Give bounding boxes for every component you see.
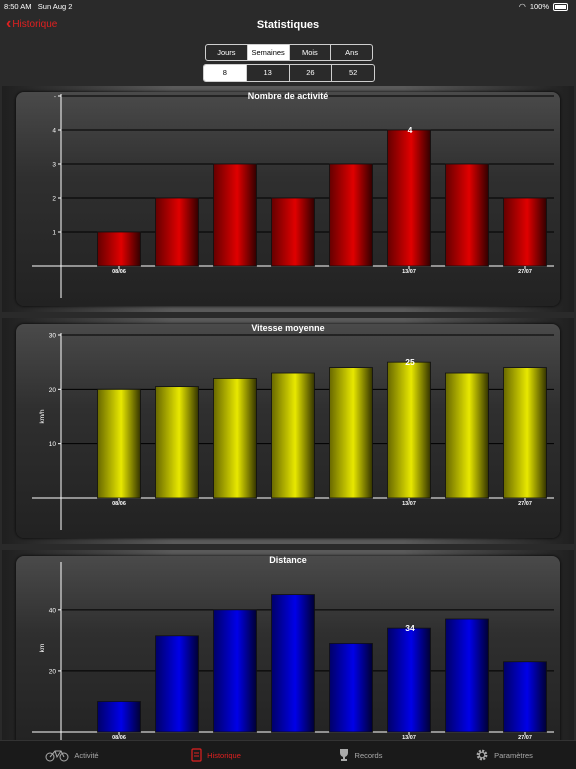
bar: [445, 618, 489, 733]
bar: [213, 163, 257, 267]
battery-icon: [553, 2, 568, 11]
chart-panel-speed: 10 20 30 Vitesse moyenne km/h 08/06 13/07 27/07…: [2, 318, 574, 544]
distance-chart: 20 40 Distance km 08/06 13/07 27/07 34: [32, 555, 554, 740]
y-axis-label: km/h: [39, 409, 46, 423]
tab-label-activite: Activité: [74, 750, 99, 760]
chart-title: Distance: [269, 555, 307, 565]
x-tick-label: 27/07: [518, 501, 532, 507]
bar: [155, 197, 199, 267]
y-tick-label: 1: [52, 230, 56, 237]
y-tick-label: 40: [49, 607, 57, 614]
page-title: Statistiques: [256, 19, 320, 31]
x-tick-label: 13/07: [402, 501, 416, 507]
bar: [97, 388, 141, 499]
chart-panel-distance: 20 40 Distance km 08/06 13/07 27/07 34: [2, 550, 574, 750]
bar: [329, 367, 373, 499]
count-segmented-control: 8 13 26 52: [203, 64, 375, 82]
x-tick-label: 27/07: [518, 269, 532, 275]
speed-chart: 10 20 30 Vitesse moyenne km/h 08/06 13/07 27/07…: [32, 323, 554, 530]
trophy-icon: [339, 749, 348, 761]
y-tick-label: 3: [52, 162, 56, 169]
chevron-left-icon: ‹: [6, 15, 12, 32]
y-tick-label: 4: [52, 128, 56, 135]
gear-icon: [476, 749, 488, 761]
tab-label-historique: Historique: [207, 750, 241, 760]
tab-records[interactable]: Records: [288, 741, 432, 769]
bar: [155, 386, 199, 499]
period-segmented-control: Jours Semaines Mois Ans: [205, 44, 373, 61]
y-tick-label: 2: [52, 196, 56, 203]
y-tick-label: 20: [49, 387, 57, 394]
x-tick-label: 13/07: [402, 735, 416, 740]
bar: [445, 163, 489, 267]
y-tick-label: 20: [49, 668, 57, 675]
bar: [329, 163, 373, 267]
segment-26[interactable]: 26: [288, 65, 332, 81]
y-tick-label: 10: [49, 441, 57, 448]
navigation-bar: ‹ Historique Statistiques: [0, 12, 576, 40]
chart-panel-activities: 1 2 3 4 - Nombre de activité 08/06 13/07 27/07 4: [2, 86, 574, 312]
data-label: 25: [405, 357, 415, 367]
bar: [387, 627, 431, 733]
y-tick-label: 30: [49, 333, 57, 340]
bar: [503, 661, 547, 733]
bar: [503, 197, 547, 267]
y-axis-label: km: [39, 644, 46, 653]
status-bar: 8:50 AM Sun Aug 2 ◠ 100%: [0, 0, 576, 12]
bar: [155, 635, 199, 733]
data-label: 34: [405, 623, 415, 633]
segment-mois[interactable]: Mois: [288, 45, 331, 60]
bicycle-icon: [45, 750, 69, 762]
bar: [271, 197, 315, 267]
chart-title: Vitesse moyenne: [251, 323, 324, 333]
segment-jours[interactable]: Jours: [217, 48, 236, 57]
tab-historique[interactable]: Historique: [144, 741, 288, 769]
x-tick-label: 13/07: [402, 269, 416, 275]
tab-label-records: Records: [354, 750, 383, 760]
bar: [213, 378, 257, 499]
back-label: Historique: [12, 18, 58, 30]
segment-semaines[interactable]: Semaines: [246, 45, 289, 60]
x-tick-label: 08/06: [112, 501, 126, 507]
bar: [271, 372, 315, 499]
y-tick-label: -: [54, 94, 56, 101]
bar: [387, 361, 431, 499]
segment-ans[interactable]: Ans: [330, 45, 372, 60]
notebook-icon: [191, 748, 202, 762]
bar: [445, 372, 489, 499]
tab-label-parametres: Paramètres: [494, 750, 533, 760]
bar: [213, 609, 257, 733]
bar: [97, 701, 141, 733]
bar: [503, 367, 547, 499]
back-button[interactable]: ‹ Historique: [6, 15, 58, 32]
segment-13[interactable]: 13: [245, 65, 289, 81]
segment-52[interactable]: 52: [331, 65, 374, 81]
tab-parametres[interactable]: Paramètres: [432, 741, 576, 769]
bar: [329, 643, 373, 733]
x-tick-label: 27/07: [518, 735, 532, 740]
x-tick-label: 08/06: [112, 735, 126, 740]
segment-8[interactable]: 8: [204, 65, 246, 81]
tab-bar: Activité Historique Records Paramètres: [0, 740, 576, 769]
tab-activite[interactable]: Activité: [0, 741, 144, 769]
chart-title: Nombre de activité: [248, 91, 329, 101]
bar: [271, 594, 315, 733]
battery-percent: 100%: [529, 2, 549, 11]
wifi-icon: ◠: [518, 2, 526, 11]
status-time-date: 8:50 AM Sun Aug 2: [4, 2, 73, 11]
data-label: 4: [408, 125, 413, 135]
bar: [387, 129, 431, 267]
activities-chart: 1 2 3 4 - Nombre de activité 08/06 13/07 27/07 4: [32, 91, 554, 298]
x-tick-label: 08/06: [112, 269, 126, 275]
bar: [97, 231, 141, 267]
